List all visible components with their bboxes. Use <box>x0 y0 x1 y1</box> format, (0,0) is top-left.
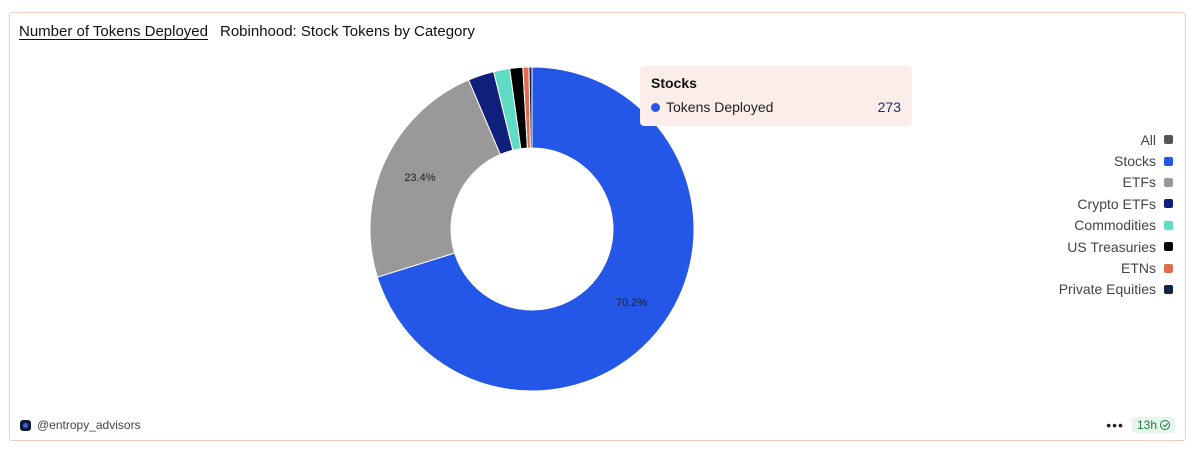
chart-title: Robinhood: Stock Tokens by Category <box>220 23 475 40</box>
chart-legend: All Stocks ETFs Crypto ETFs Commodities US Tr… <box>1059 129 1173 300</box>
author-avatar <box>20 419 31 431</box>
legend-swatch <box>1164 156 1173 166</box>
legend-swatch <box>1164 135 1173 145</box>
legend-item-etfs[interactable]: ETFs <box>1059 172 1173 193</box>
tooltip-series-dot <box>651 102 660 112</box>
legend-swatch <box>1164 242 1173 252</box>
legend-item-crypto-etfs[interactable]: Crypto ETFs <box>1059 193 1173 214</box>
legend-item-private-equities[interactable]: Private Equities <box>1059 279 1173 300</box>
legend-label: Commodities <box>1074 217 1156 234</box>
refresh-status-badge[interactable]: 13h <box>1131 417 1175 433</box>
legend-label: Private Equities <box>1058 281 1156 298</box>
chart-card: Number of Tokens Deployed Robinhood: Sto… <box>9 12 1186 441</box>
footer-actions: ••• 13h <box>1106 417 1175 433</box>
legend-swatch <box>1164 177 1173 187</box>
legend-swatch <box>1164 199 1173 209</box>
slice-label-stocks: 70.2% <box>616 297 647 309</box>
check-circle-icon <box>1160 420 1170 430</box>
legend-label: All <box>1140 131 1156 148</box>
slice-stocks[interactable] <box>376 66 695 392</box>
slice-etfs[interactable] <box>369 79 501 278</box>
chart-tooltip: Stocks Tokens Deployed 273 <box>640 66 912 126</box>
legend-label: ETNs <box>1121 260 1156 277</box>
slice-private-equities[interactable] <box>528 66 533 149</box>
footer-author[interactable]: @entropy_advisors <box>20 418 141 432</box>
tooltip-series-label: Tokens Deployed <box>666 99 774 115</box>
legend-swatch <box>1164 220 1173 230</box>
refresh-age: 13h <box>1136 418 1157 432</box>
legend-item-us-treasuries[interactable]: US Treasuries <box>1059 236 1173 257</box>
legend-item-stocks[interactable]: Stocks <box>1059 150 1173 171</box>
tooltip-title: Stocks <box>651 75 697 91</box>
tab-title[interactable]: Number of Tokens Deployed <box>19 23 208 40</box>
legend-label: Crypto ETFs <box>1077 195 1156 212</box>
legend-item-etns[interactable]: ETNs <box>1059 257 1173 278</box>
author-handle: @entropy_advisors <box>37 418 141 432</box>
tooltip-value: 273 <box>877 99 901 115</box>
more-options-button[interactable]: ••• <box>1106 417 1124 433</box>
legend-item-all[interactable]: All <box>1059 129 1173 150</box>
donut-chart: 70.2% 23.4% <box>369 66 695 392</box>
legend-label: Stocks <box>1113 153 1156 170</box>
legend-label: ETFs <box>1122 174 1156 191</box>
legend-item-commodities[interactable]: Commodities <box>1059 215 1173 236</box>
slice-label-etfs: 23.4% <box>404 172 435 184</box>
legend-label: US Treasuries <box>1067 238 1156 255</box>
tooltip-row: Tokens Deployed 273 <box>651 99 901 115</box>
chart-header: Number of Tokens Deployed Robinhood: Sto… <box>19 23 475 40</box>
legend-swatch <box>1164 284 1173 294</box>
legend-swatch <box>1164 263 1173 273</box>
